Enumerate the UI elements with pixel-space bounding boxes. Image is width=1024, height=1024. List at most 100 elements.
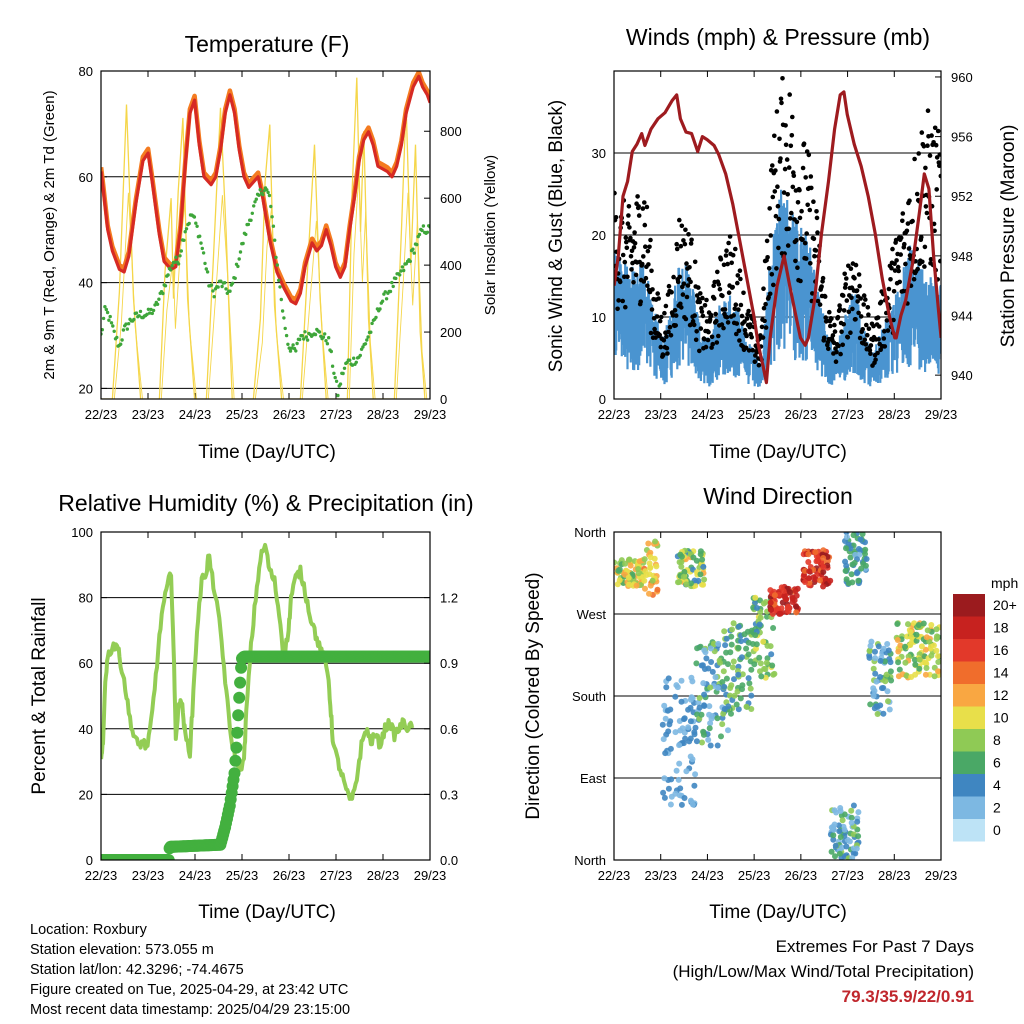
gust-point	[834, 349, 839, 355]
direction-point	[678, 698, 685, 705]
gust-point	[858, 296, 863, 301]
gust-point	[683, 227, 688, 233]
winds-xtick-label: 26/23	[785, 407, 818, 422]
dewpoint-point	[137, 314, 141, 318]
gust-point	[820, 275, 826, 281]
direction-point	[681, 795, 688, 801]
gust-point	[736, 328, 742, 334]
direction-point	[727, 649, 734, 656]
gust-point	[808, 261, 813, 266]
dewpoint-point	[233, 276, 237, 280]
legend-label: 14	[993, 665, 1009, 681]
direction-point	[699, 739, 705, 746]
dewpoint-point	[250, 211, 254, 215]
direction-point	[926, 638, 933, 645]
direction-point	[649, 577, 656, 584]
gust-point	[765, 254, 770, 260]
gust-point	[855, 299, 860, 304]
gust-point	[633, 272, 639, 278]
direction-point	[683, 768, 690, 775]
gust-point	[763, 325, 769, 330]
direction-point	[701, 576, 708, 583]
dewpoint-point	[361, 345, 365, 349]
gust-point	[764, 238, 770, 244]
gust-point	[657, 332, 662, 338]
dewpoint-point	[212, 295, 216, 299]
direction-point	[854, 818, 861, 825]
legend-swatch	[953, 706, 985, 729]
dewpoint-point	[254, 197, 258, 201]
winds-xtick-label: 25/23	[738, 407, 771, 422]
direction-point	[626, 556, 633, 563]
dewpoint-point	[321, 335, 326, 339]
gust-point	[862, 337, 868, 343]
gust-point	[920, 259, 925, 265]
legend-label: 8	[993, 732, 1001, 748]
direction-point	[872, 670, 879, 677]
direction-point	[727, 692, 733, 699]
dewpoint-point	[204, 267, 208, 271]
winds-title: Winds (mph) & Pressure (mb)	[626, 24, 930, 50]
direction-point	[733, 701, 740, 708]
gust-point	[628, 235, 633, 241]
direction-point	[849, 854, 856, 860]
gust-point	[659, 314, 664, 320]
humidity-xtick-label: 27/23	[320, 868, 353, 883]
gust-point	[641, 279, 647, 284]
direction-point	[738, 638, 745, 645]
direction-point	[785, 603, 792, 610]
direction-point	[747, 685, 754, 692]
gust-point	[681, 238, 686, 243]
direction-point	[688, 694, 695, 701]
direction-point	[728, 641, 735, 648]
dewpoint-point	[252, 204, 256, 208]
gust-point	[773, 168, 778, 173]
direction-point	[767, 599, 774, 606]
gust-point	[776, 216, 782, 222]
direction-point	[885, 698, 891, 705]
direction-point	[933, 626, 940, 633]
gust-point	[689, 237, 694, 243]
gust-point	[616, 298, 621, 303]
direction-point	[812, 549, 819, 556]
dewpoint-point	[244, 232, 248, 237]
direction-point	[696, 704, 703, 711]
direction-point	[908, 634, 915, 641]
direction-point	[802, 579, 808, 585]
dewpoint-point	[390, 280, 394, 285]
dewpoint-point	[184, 227, 189, 231]
gust-point	[813, 248, 819, 253]
gust-point	[770, 163, 775, 168]
gust-point	[798, 278, 803, 284]
gust-point	[741, 290, 746, 296]
direction-point	[842, 558, 849, 565]
gust-point	[657, 318, 663, 324]
dewpoint-point	[374, 315, 378, 320]
humidity-plot-area	[101, 532, 430, 860]
gust-point	[713, 311, 718, 317]
humidity-xtick-label: 26/23	[273, 868, 306, 883]
dewpoint-point	[241, 241, 245, 246]
dewpoint-point	[209, 283, 214, 287]
gust-point	[932, 125, 938, 131]
humidity-panel: Relative Humidity (%) & Precipitation (i…	[29, 490, 474, 923]
dewpoint-point	[115, 335, 119, 340]
gust-point	[795, 200, 801, 205]
direction-point	[687, 753, 694, 760]
gust-point	[865, 305, 871, 310]
dewpoint-point	[295, 341, 299, 346]
direction-xtick-label: 28/23	[878, 868, 911, 883]
gust-point	[767, 206, 772, 211]
dewpoint-point	[369, 330, 373, 334]
dewpoint-point	[223, 281, 227, 285]
direction-point	[820, 583, 827, 590]
gust-point	[688, 241, 694, 246]
direction-point	[707, 684, 714, 691]
winds-ylabel-right: Station Pressure (Maroon)	[998, 125, 1019, 348]
gust-point	[665, 351, 670, 356]
direction-point	[723, 635, 730, 642]
humidity-y2tick-label: 0.6	[440, 722, 458, 737]
direction-point	[753, 645, 759, 652]
gust-point	[863, 342, 869, 347]
gust-point	[914, 191, 920, 197]
